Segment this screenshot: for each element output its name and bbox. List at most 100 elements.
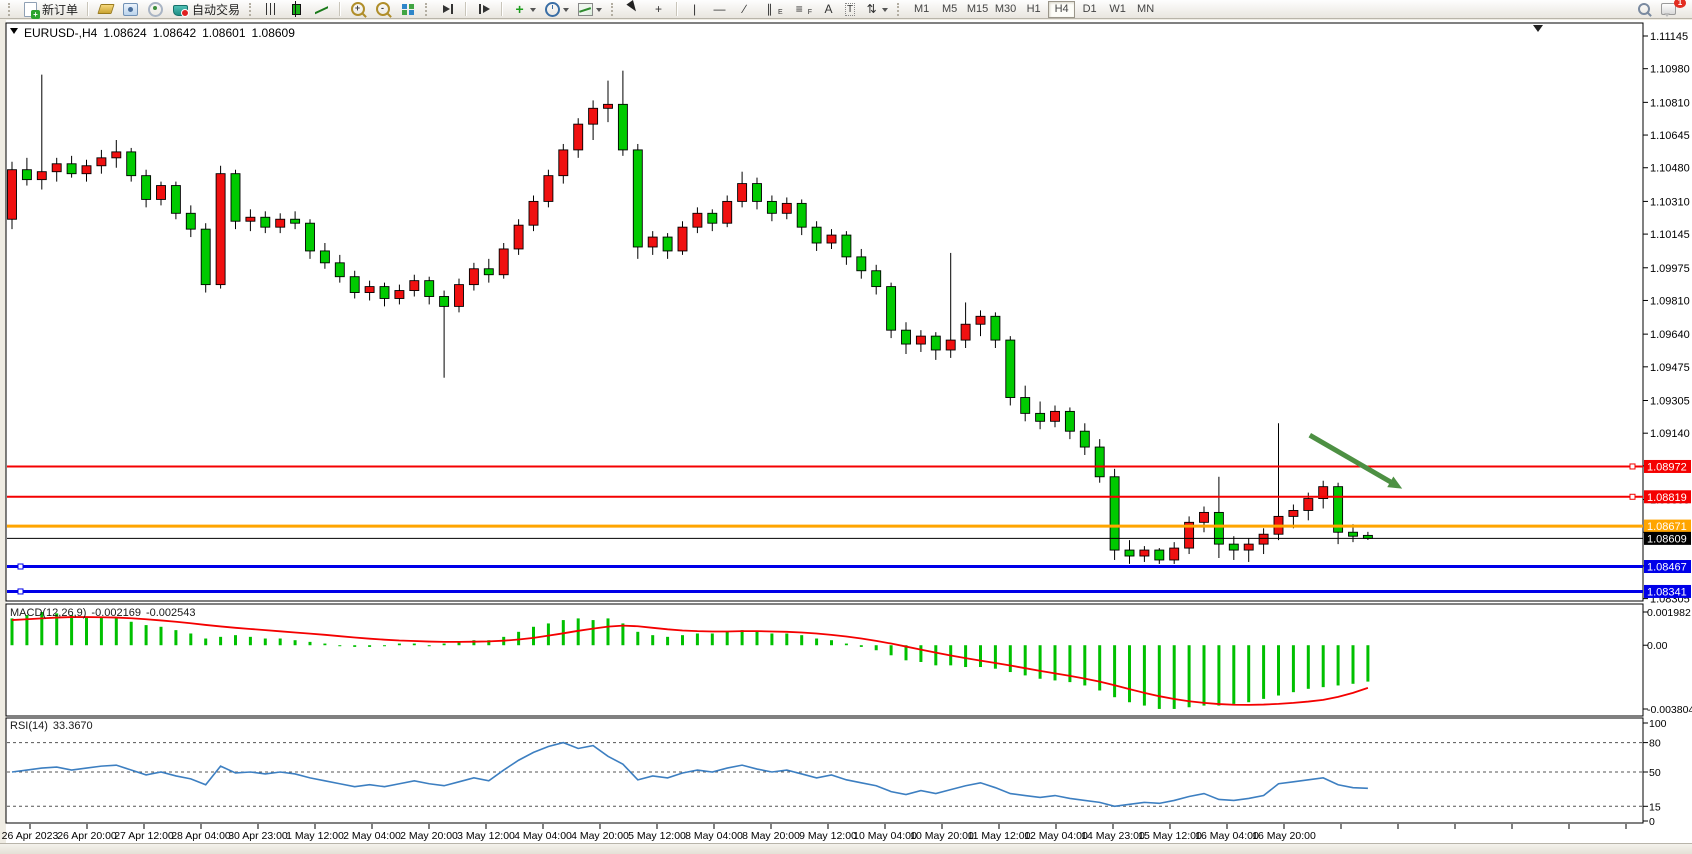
signals-button[interactable] [144, 1, 167, 18]
terminal-button[interactable] [119, 1, 142, 18]
dropdown-caret-icon [563, 7, 570, 15]
new-order-button[interactable]: 新订单 [19, 1, 81, 19]
line-handle[interactable] [1629, 493, 1636, 500]
rsi-axis-tick-label: 100 [1649, 718, 1667, 730]
macd-histogram-bar [1321, 645, 1325, 688]
candle-body [1035, 412, 1046, 422]
line-chart-button[interactable] [310, 1, 333, 18]
macd-indicator-label: MACD(12,26,9) -0.002169 -0.002543 [10, 607, 201, 619]
arrow-annotation-head[interactable] [1387, 476, 1403, 489]
crosshair-tool-button[interactable]: + [647, 1, 670, 18]
price-axis-tick-label: 1.09140 [1650, 428, 1690, 440]
zoom-in-icon: + [349, 1, 366, 17]
channel-tool-button[interactable]: ∥ E [758, 1, 786, 18]
search-button[interactable] [1632, 1, 1655, 18]
notifications-button[interactable]: 1 [1657, 0, 1686, 18]
rsi-axis-tick-label: 80 [1649, 738, 1661, 750]
indicators-button[interactable]: + [508, 1, 539, 18]
macd-histogram-bar [830, 640, 833, 646]
toolbar-grip [425, 2, 430, 16]
time-axis-label: 9 May 12:00 [799, 830, 857, 842]
bar-chart-button[interactable] [260, 1, 283, 18]
candle-body [290, 218, 301, 224]
macd-histogram-bar [770, 633, 774, 646]
separator [339, 2, 341, 16]
timeframe-button-h1[interactable]: H1 [1026, 3, 1041, 15]
vertical-line-tool-button[interactable]: | [683, 1, 706, 18]
auto-trading-button[interactable]: 自动交易 [169, 1, 243, 18]
chat-icon [1660, 1, 1677, 17]
auto-scroll-button[interactable] [436, 1, 459, 18]
chart-shift-button[interactable] [472, 1, 495, 18]
arrow-annotation-shaft[interactable] [1308, 433, 1397, 487]
time-axis-label: 1 May 12:00 [286, 830, 344, 842]
chart-collapse-icon[interactable] [10, 28, 18, 38]
bar-chart-icon [263, 1, 280, 17]
macd-histogram-bar [293, 640, 297, 646]
candle-body [1050, 410, 1060, 422]
cursor-tool-button[interactable] [622, 0, 645, 18]
fibonacci-tool-button[interactable]: ≡ F [788, 1, 815, 18]
macd-histogram-bar [427, 645, 431, 647]
candlestick-chart-button[interactable] [285, 0, 308, 18]
macd-histogram-bar [1068, 645, 1072, 683]
fibonacci-tool-letter: F [807, 8, 812, 16]
timeframe-button-d1[interactable]: D1 [1082, 3, 1097, 15]
trendline-tool-button[interactable]: ∕ [733, 1, 756, 18]
periods-button[interactable] [541, 1, 572, 18]
candle-body [36, 171, 47, 181]
horizontal-line-tool-button[interactable]: — [708, 1, 731, 18]
candle-body [1154, 549, 1165, 561]
horizontal-line-icon: — [713, 2, 726, 16]
zoom-out-button[interactable]: - [371, 1, 394, 18]
line-handle[interactable] [17, 588, 24, 595]
label-tool-button[interactable]: T [842, 1, 858, 18]
macd-histogram-bar [1172, 645, 1176, 709]
macd-histogram-bar [1306, 645, 1310, 689]
candle-body [901, 329, 911, 345]
timeframe-button-m30[interactable]: M30 [994, 3, 1017, 15]
line-handle[interactable] [17, 563, 24, 570]
price-line-label-bg [1644, 560, 1691, 574]
macd-histogram-bar [40, 612, 44, 646]
candle-body [349, 276, 360, 293]
candle-body [394, 290, 405, 299]
macd-histogram-bar [681, 635, 684, 646]
macd-histogram-bar [278, 638, 282, 646]
macd-histogram-bar [308, 641, 312, 646]
rsi-indicator-label: RSI(14) 33.3670 [10, 720, 98, 732]
price-axis-tick-label: 1.09305 [1650, 396, 1690, 408]
candle-body [841, 234, 852, 258]
timeframe-button-m5[interactable]: M5 [941, 3, 958, 15]
candle-body [409, 280, 420, 292]
candle-body [1318, 486, 1329, 500]
text-tool-button[interactable]: A [817, 1, 840, 18]
timeframe-button-w1[interactable]: W1 [1109, 3, 1126, 15]
templates-button[interactable] [574, 1, 605, 18]
tile-windows-button[interactable] [396, 1, 419, 18]
arrows-tool-button[interactable]: ⇅ [860, 1, 891, 18]
candle-body [51, 163, 62, 173]
candle-body [454, 284, 464, 307]
price-axis-tick-label: 1.10310 [1650, 196, 1690, 208]
separator [87, 2, 89, 16]
macd-histogram-bar [204, 638, 208, 646]
line-handle[interactable] [1629, 463, 1636, 470]
timeframe-button-m15[interactable]: M15 [966, 3, 989, 15]
zoom-in-button[interactable]: + [346, 1, 369, 18]
time-axis-label: 10 May 04:00 [853, 830, 917, 842]
macd-histogram-bar [323, 643, 327, 646]
macd-histogram-bar [695, 633, 699, 646]
macd-histogram-bar [189, 633, 193, 646]
chart-shift-icon [475, 1, 492, 17]
timeframe-button-h4[interactable]: H4 [1048, 0, 1076, 18]
timeframe-button-mn[interactable]: MN [1137, 3, 1155, 15]
candle-body [617, 103, 628, 151]
rsi-axis-tick-label: 0 [1649, 816, 1655, 828]
timeframe-button-m1[interactable]: M1 [913, 3, 930, 15]
tile-windows-icon [399, 1, 416, 17]
market-watch-button[interactable] [94, 1, 117, 18]
candle-body [543, 175, 554, 202]
dropdown-caret-icon [882, 7, 889, 15]
